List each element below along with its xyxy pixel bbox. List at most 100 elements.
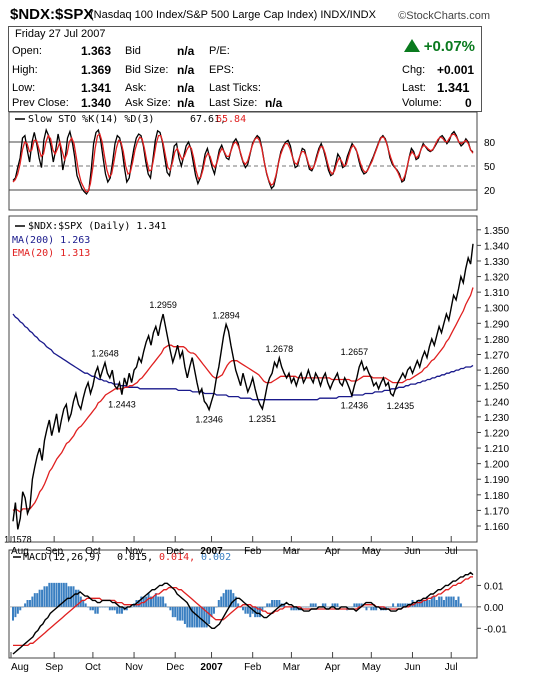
price-month-label: May xyxy=(362,546,381,557)
macd-histogram-bar xyxy=(137,600,140,607)
macd-hist-value: 0.002 xyxy=(201,552,231,563)
macd-histogram-bar xyxy=(459,603,462,607)
macd-histogram-bar xyxy=(372,606,375,611)
open-label: Open: xyxy=(12,45,42,57)
macd-histogram-bar xyxy=(365,606,368,611)
macd-month-label: Mar xyxy=(283,662,301,673)
change-percent-value: +0.07% xyxy=(423,38,475,55)
macd-histogram-bar xyxy=(225,589,228,607)
macd-histogram-bar xyxy=(48,582,51,607)
macd-histogram-bar xyxy=(147,593,150,607)
price-annotation: 1.2351 xyxy=(249,414,277,424)
macd-histogram-bar xyxy=(19,606,22,611)
macd-panel xyxy=(8,549,478,659)
price-tick-label: 1.320 xyxy=(484,273,509,284)
macd-histogram-bar xyxy=(363,606,366,608)
macd-histogram-bar xyxy=(455,600,458,607)
macd-histogram-bar xyxy=(336,603,339,607)
macd-legend: MACD(12,26,9) xyxy=(23,552,101,563)
macd-histogram-bar xyxy=(421,600,424,607)
price-legend: $NDX:$SPX (Daily) 1.341 xyxy=(28,221,166,232)
price-tick-label: 1.260 xyxy=(484,366,509,377)
macd-month-label: Dec xyxy=(166,662,184,673)
macd-histogram-bar xyxy=(433,596,436,607)
macd-histogram-bar xyxy=(358,603,361,607)
macd-histogram-bar xyxy=(367,606,370,608)
macd-month-label: Jul xyxy=(445,662,458,673)
quote-date: Friday 27 Jul 2007 xyxy=(15,28,106,40)
macd-histogram-bar xyxy=(220,596,223,607)
macd-histogram-bar xyxy=(159,596,162,607)
ask-label: Ask: xyxy=(125,82,147,94)
price-panel xyxy=(8,215,478,543)
ticker-symbol: $NDX:$SPX xyxy=(10,6,94,23)
price-month-label: Aug xyxy=(11,546,29,557)
macd-histogram-bar xyxy=(120,606,123,614)
ask-value: n/a xyxy=(177,81,195,95)
price-tick-label: 1.340 xyxy=(484,241,509,252)
price-annotation: 1.2959 xyxy=(149,300,177,310)
sto-k-value: 67.61, xyxy=(190,114,226,125)
macd-histogram-bar xyxy=(292,606,295,611)
macd-histogram-bar xyxy=(234,596,237,607)
macd-histogram-bar xyxy=(12,606,14,621)
macd-month-label: Aug xyxy=(11,662,29,673)
macd-line xyxy=(12,571,474,655)
macd-histogram-bar xyxy=(418,600,421,607)
price-annotation: 1.2346 xyxy=(195,415,223,425)
macd-histogram-bar xyxy=(203,606,206,628)
macd-histogram-bar xyxy=(116,606,119,614)
last-value: 1.341 xyxy=(437,80,470,95)
macd-month-label: Nov xyxy=(125,662,143,673)
macd-histogram-bar xyxy=(82,600,85,607)
ema20-line xyxy=(12,287,474,513)
macd-histogram-bar xyxy=(416,600,419,607)
macd-histogram-bar xyxy=(38,589,41,607)
macd-signal-value: 0.014, xyxy=(159,552,195,563)
macd-month-label: Jun xyxy=(404,662,420,673)
macd-histogram-bar xyxy=(130,606,133,608)
sto-d-line xyxy=(12,132,474,193)
macd-histogram-bar xyxy=(24,603,27,607)
macd-histogram-bar xyxy=(430,596,433,607)
macd-tick-label: 0.00 xyxy=(484,603,504,614)
stockcharts-credit[interactable]: ©StockCharts.com xyxy=(398,10,490,22)
macd-histogram-bar xyxy=(118,606,121,614)
macd-histogram-bar xyxy=(244,606,247,614)
macd-histogram-bar xyxy=(413,603,416,607)
macd-histogram-bar xyxy=(445,596,448,607)
open-value: 1.363 xyxy=(81,44,112,58)
macd-histogram-bar xyxy=(326,606,329,608)
macd-histogram-bar xyxy=(104,606,106,608)
macd-histogram-bar xyxy=(423,600,426,607)
macd-histogram-bar xyxy=(435,600,438,607)
macd-histogram-bar xyxy=(237,603,240,607)
sto-d-value: 65.84 xyxy=(216,114,246,125)
macd-histogram-bar xyxy=(53,582,56,607)
last-size-label: Last Size: xyxy=(209,97,258,109)
macd-histogram-bar xyxy=(307,606,310,608)
macd-histogram-bar xyxy=(162,596,165,607)
macd-histogram-bar xyxy=(256,606,259,618)
macd-histogram-bar xyxy=(334,603,336,607)
macd-histogram-bar xyxy=(295,606,298,611)
price-annotation: 1.2678 xyxy=(266,344,294,354)
macd-histogram-bar xyxy=(43,586,46,607)
macd-histogram-bar xyxy=(16,606,19,614)
macd-histogram-bar xyxy=(355,603,358,607)
bid-label: Bid xyxy=(125,45,141,57)
macd-histogram-bar xyxy=(208,606,211,624)
ask-size-value: n/a xyxy=(177,96,195,110)
macd-histogram-bar xyxy=(45,586,48,607)
macd-histogram-bar xyxy=(290,606,293,611)
prev-close-label: Prev Close: xyxy=(12,97,69,109)
sto-tick-label: 50 xyxy=(484,162,496,173)
last-ticks-label: Last Ticks: xyxy=(209,82,261,94)
macd-histogram-bar xyxy=(442,600,445,607)
macd-histogram-bar xyxy=(62,582,65,607)
macd-histogram-bar xyxy=(171,606,174,618)
macd-histogram-bar xyxy=(360,603,363,607)
macd-histogram-bar xyxy=(261,606,264,611)
macd-month-label: Apr xyxy=(325,662,341,673)
